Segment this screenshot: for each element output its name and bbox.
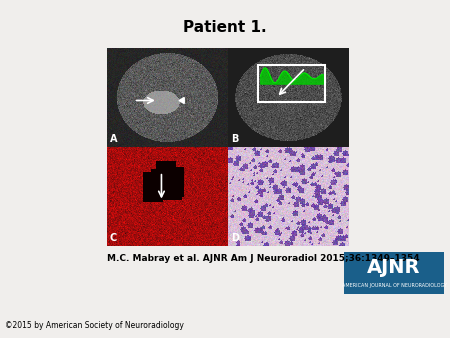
Bar [258, 65, 325, 102]
Bar [344, 252, 444, 294]
Text: M.C. Mabray et al. AJNR Am J Neuroradiol 2015;36:1349–1354: M.C. Mabray et al. AJNR Am J Neuroradiol… [107, 254, 419, 263]
Text: C: C [110, 233, 117, 243]
Text: D: D [231, 233, 239, 243]
Text: AJNR: AJNR [367, 259, 421, 277]
Text: B: B [231, 134, 238, 144]
Text: A: A [110, 134, 117, 144]
Text: AMERICAN JOURNAL OF NEURORADIOLOGY: AMERICAN JOURNAL OF NEURORADIOLOGY [342, 283, 446, 288]
Text: Patient 1.: Patient 1. [183, 20, 267, 35]
Text: ©2015 by American Society of Neuroradiology: ©2015 by American Society of Neuroradiol… [5, 321, 184, 330]
